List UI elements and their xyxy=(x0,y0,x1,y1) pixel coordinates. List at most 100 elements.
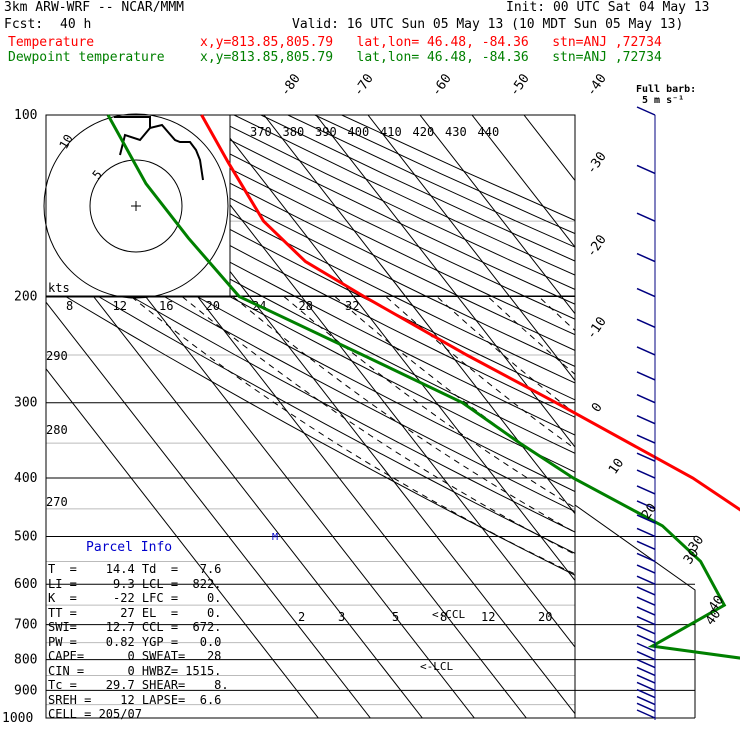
isotherm xyxy=(419,115,575,315)
parcel-info-row: CAPE= 0 SWEAT= 28 xyxy=(48,649,222,663)
isotherm xyxy=(367,115,575,382)
pressure-label-400: 400 xyxy=(14,471,37,486)
hodograph-ring xyxy=(89,159,183,253)
dry-adiabat xyxy=(233,115,575,276)
theta-label: 390 xyxy=(315,125,337,139)
wind-barb xyxy=(636,564,656,574)
theta-label: 420 xyxy=(413,125,435,139)
mixing-ratio-label: 8 xyxy=(440,610,447,624)
wind-barb xyxy=(636,514,656,524)
moist-adiabat xyxy=(232,296,575,533)
wind-barb xyxy=(636,527,656,538)
isotherm-label: -30 xyxy=(584,149,610,177)
wind-barb xyxy=(636,252,656,263)
pressure-label-300: 300 xyxy=(14,396,37,411)
pressure-label-900: 900 xyxy=(14,683,37,698)
parcel-info-row: K = -22 LFC = 0. xyxy=(48,591,222,605)
dry-adiabat xyxy=(46,176,575,454)
dry-adiabat xyxy=(287,115,575,248)
isotherm xyxy=(471,115,575,248)
isotherm xyxy=(46,301,371,718)
pressure-label-700: 700 xyxy=(14,618,37,633)
mixing-ratio-label: 20 xyxy=(538,610,552,624)
mixing-ratio-label: 3 xyxy=(338,610,345,624)
isotherm xyxy=(315,115,575,448)
theta-label: 400 xyxy=(348,125,370,139)
speed-tick-label: 28 xyxy=(299,299,313,313)
speed-tick-label: 32 xyxy=(345,299,359,313)
wind-barb xyxy=(636,540,656,550)
plot-frame xyxy=(45,114,576,719)
wind-barb xyxy=(636,681,656,692)
dewpoint-location: x,y=813.85,805.79 lat,lon= 46.48, -84.36… xyxy=(200,50,662,65)
wind-barb xyxy=(636,164,656,175)
parcel-info-row: LI = 9.3 LCL = 822. xyxy=(48,576,222,591)
isotherm xyxy=(523,115,575,182)
wind-barb xyxy=(636,596,656,606)
forecast-label: Fcst: xyxy=(4,17,44,32)
parcel-info-title: Parcel Info xyxy=(86,540,173,555)
wind-barb xyxy=(636,709,656,719)
valid-time: Valid: 16 UTC Sun 05 May 13 (10 MDT Sun … xyxy=(292,17,684,32)
temperature-line xyxy=(200,114,740,512)
forecast-hour: 40 h xyxy=(60,17,92,32)
dry-adiabat xyxy=(46,246,575,533)
isotherm xyxy=(159,115,575,648)
dewpoint-legend: Dewpoint temperature xyxy=(8,50,165,65)
wind-barb xyxy=(636,500,656,510)
dry-adiabat xyxy=(46,160,575,436)
dry-adiabat xyxy=(341,115,575,221)
hodograph-ring xyxy=(43,113,229,299)
temperature-location: x,y=813.85,805.79 lat,lon= 46.48, -84.36… xyxy=(200,35,662,50)
dry-adiabat xyxy=(206,115,575,290)
pressure-label-500: 500 xyxy=(14,529,37,544)
wind-barb xyxy=(636,287,656,298)
wind-barb xyxy=(636,606,656,616)
wind-barb xyxy=(636,695,656,706)
sounding-profiles xyxy=(106,114,740,660)
mixing-ratio-label: 2 xyxy=(298,610,305,624)
speed-tick-label: 20 xyxy=(206,299,220,313)
wind-barb xyxy=(636,658,656,669)
parcel-info-row: Tc = 29.7 SHEAR= 8. xyxy=(48,678,229,692)
wind-barb xyxy=(636,702,656,713)
wind-barb xyxy=(636,615,656,626)
wind-barb xyxy=(636,642,656,652)
dry-adiabat xyxy=(72,115,575,367)
dry-adiabat xyxy=(46,284,575,576)
frame-skew xyxy=(574,504,696,718)
wind-barb xyxy=(636,633,656,644)
wind-barbs xyxy=(636,106,656,720)
wind-barb xyxy=(636,394,656,404)
dry-adiabat xyxy=(46,265,575,554)
dry-adiabat xyxy=(46,115,575,384)
wind-barb xyxy=(636,414,656,425)
theta-side-label: 290 xyxy=(46,349,68,363)
wind-barb xyxy=(636,318,656,329)
parcel-info-row: CIN = 0 HWBZ= 1515. xyxy=(48,663,222,678)
lcl-marker: <-LCL xyxy=(420,660,453,673)
pressure-label-800: 800 xyxy=(14,653,37,668)
isotherm-label: -10 xyxy=(584,314,610,342)
hodograph-center xyxy=(131,201,141,211)
parcel-info-row: SWI= 12.7 CCL = 672. xyxy=(48,620,222,634)
dry-adiabat xyxy=(46,129,575,401)
wind-barb xyxy=(636,586,656,596)
pressure-label-1000: 1000 xyxy=(2,711,33,726)
model-title: 3km ARW-WRF -- NCAR/MMM xyxy=(4,0,185,15)
parcel-info-row: TT = 27 EL = 0. xyxy=(48,605,222,620)
theta-label: 410 xyxy=(380,125,402,139)
isotherm-label: -50 xyxy=(507,71,533,99)
theta-label: 430 xyxy=(445,125,467,139)
wind-barb xyxy=(636,666,656,677)
dry-adiabat xyxy=(314,115,575,235)
wind-barb xyxy=(636,688,656,699)
ccl-marker: <-CCL xyxy=(432,608,465,621)
isotherm xyxy=(211,115,575,582)
isotherm-label: 10 xyxy=(606,456,627,477)
parcel-info-row: CELL = 205/07 xyxy=(48,707,142,721)
wind-barb xyxy=(636,346,656,356)
parcel-info-row: SREH = 12 LAPSE= 6.6 xyxy=(48,692,222,707)
